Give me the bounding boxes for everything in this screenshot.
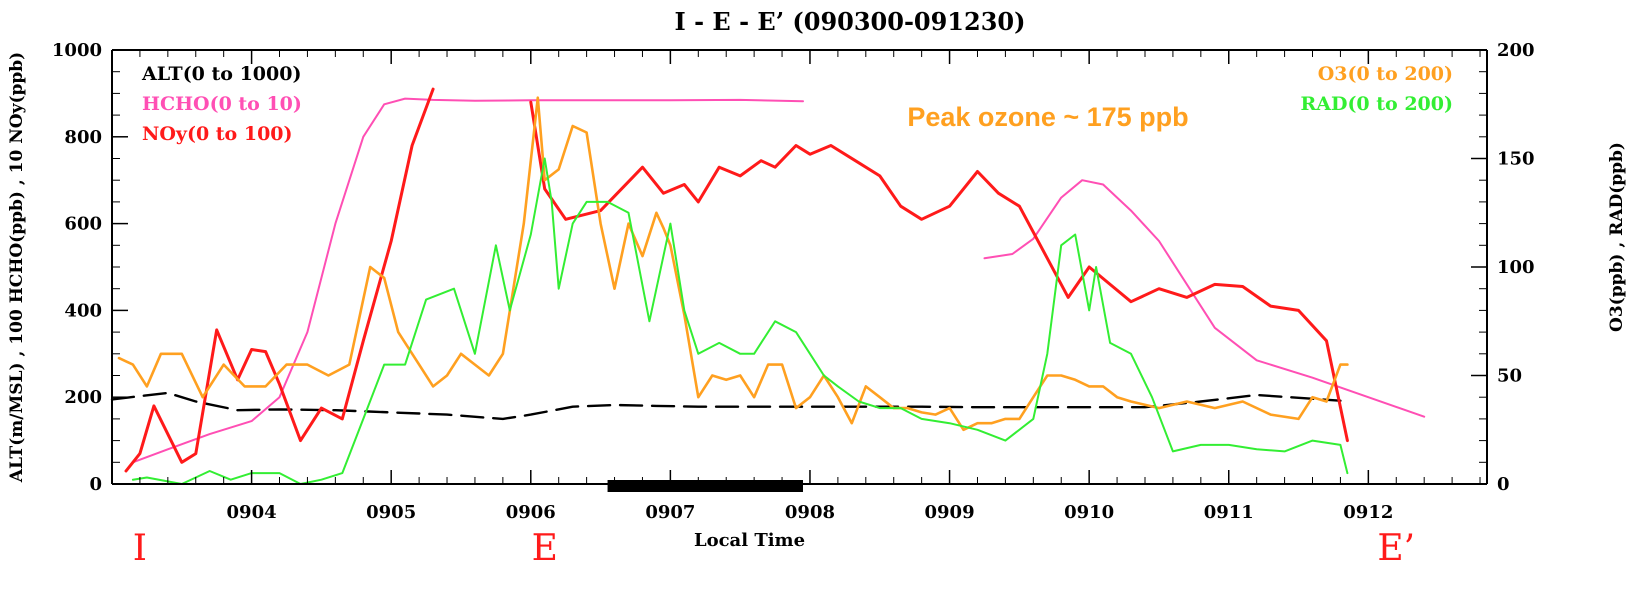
point-marker-E: E	[532, 528, 558, 569]
y-tick-label-right: 50	[1497, 366, 1522, 387]
y-tick-label-right: 0	[1497, 474, 1510, 495]
series-layer	[110, 87, 1426, 485]
legend-left-entry: NOy(0 to 100)	[142, 123, 293, 145]
y-tick-label-left: 200	[64, 387, 102, 408]
x-tick-label: 0911	[1204, 502, 1254, 523]
point-marker-E’: E’	[1377, 528, 1415, 569]
series-line-alt	[110, 391, 1342, 421]
x-tick-label: 0909	[925, 502, 975, 523]
y-tick-label-right: 200	[1497, 40, 1535, 61]
x-tick-label: 0912	[1343, 502, 1393, 523]
chart-title: I - E - E’ (090300-091230)	[675, 7, 1026, 36]
legend-right-entry: O3(0 to 200)	[1318, 63, 1453, 85]
x-tick-label: 0910	[1064, 502, 1114, 523]
y-tick-label-left: 800	[64, 127, 102, 148]
y-tick-label-left: 0	[89, 474, 102, 495]
y-tick-label-left: 1000	[52, 40, 102, 61]
x-tick-label: 0904	[227, 502, 277, 523]
peak-ozone-annotation: Peak ozone ~ 175 ppb	[907, 102, 1188, 132]
y-axis-label-right: O3(ppb) , RAD(ppb)	[1607, 142, 1627, 332]
y-tick-label-left: 600	[64, 214, 102, 235]
x-tick-label: 0906	[506, 502, 556, 523]
legend-left-entry: HCHO(0 to 10)	[142, 93, 302, 115]
series-line-o3	[117, 96, 1349, 432]
legend-left-entry: ALT(0 to 1000)	[141, 63, 301, 85]
point-markers: I E E’	[133, 528, 1415, 569]
y-tick-label-right: 150	[1497, 149, 1535, 170]
y-axis-label-left: ALT(m/MSL) , 100 HCHO(ppb) , 10 NOy(ppb)	[7, 52, 27, 483]
legend: ALT(0 to 1000) HCHO(0 to 10) NOy(0 to 100)…	[141, 63, 1453, 145]
series-line-rad	[131, 157, 1349, 485]
ticks-layer: 0904 0905 0906 0907 0908 0909 0910 0911 0912 0 200…	[52, 40, 1535, 523]
x-tick-label: 0907	[645, 502, 695, 523]
legend-right-entry: RAD(0 to 200)	[1300, 93, 1453, 115]
series-line-noy	[124, 87, 435, 473]
x-tick-label: 0905	[366, 502, 416, 523]
y-tick-label-right: 100	[1497, 257, 1535, 278]
series-line-noy-2	[529, 100, 1349, 443]
x-axis-label: Local Time	[694, 530, 805, 551]
x-tick-label: 0908	[785, 502, 835, 523]
series-line-hcho-2	[983, 179, 1426, 418]
series-line-hcho	[131, 97, 804, 464]
time-bar-segment	[607, 480, 803, 492]
y-tick-label-left: 400	[64, 300, 102, 321]
point-marker-I: I	[133, 528, 147, 569]
